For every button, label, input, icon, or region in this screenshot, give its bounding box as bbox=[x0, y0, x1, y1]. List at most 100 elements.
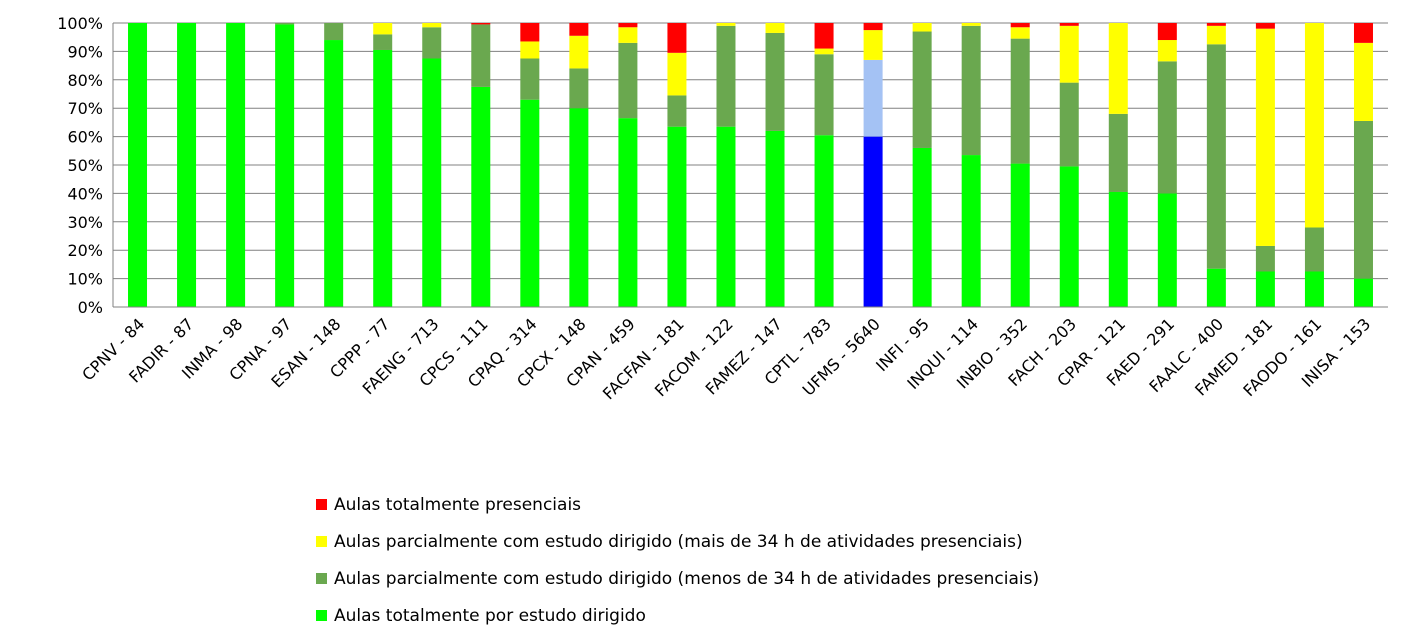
bar-segment-inbio-s0 bbox=[1010, 163, 1030, 307]
y-tick-label: 0% bbox=[78, 298, 103, 317]
bar-segment-infi-s2 bbox=[912, 23, 932, 32]
bar-segment-cpar-s2 bbox=[1108, 23, 1128, 114]
chart-legend: Aulas totalmente presenciais Aulas parci… bbox=[316, 486, 1039, 634]
bar-segment-faeng-s0 bbox=[422, 58, 442, 307]
legend-item-red: Aulas totalmente presenciais bbox=[316, 486, 1039, 523]
bar-segment-inisa-s3 bbox=[1353, 23, 1373, 43]
bar-segment-facfan-s0 bbox=[667, 126, 687, 307]
bar-segment-cpan-s1 bbox=[618, 42, 638, 119]
legend-swatch-yellow bbox=[316, 536, 327, 547]
bar-segment-facfan-s3 bbox=[667, 23, 687, 53]
bar-segment-cpcs-s1 bbox=[471, 24, 491, 87]
y-tick-label: 10% bbox=[67, 270, 103, 289]
legend-label: Aulas totalmente presenciais bbox=[334, 494, 582, 515]
bar-segment-fach-s0 bbox=[1059, 166, 1079, 307]
legend-swatch-red bbox=[316, 499, 327, 510]
bar-segment-inisa-s0 bbox=[1353, 278, 1373, 307]
bar-segment-esan-s1 bbox=[324, 23, 344, 41]
bar-segment-cpcs-s0 bbox=[471, 86, 491, 308]
bar-segment-fach-s2 bbox=[1059, 25, 1079, 83]
bar-segment-inbio-s1 bbox=[1010, 38, 1030, 164]
bar-segment-cpna-s1 bbox=[275, 23, 295, 25]
legend-swatch-green bbox=[316, 610, 327, 621]
bar-segment-facfan-s1 bbox=[667, 95, 687, 127]
bar-segment-faalc-s1 bbox=[1206, 44, 1226, 269]
bar-segment-inbio-s3 bbox=[1010, 23, 1030, 28]
bar-segment-ufms-s1 bbox=[863, 59, 883, 137]
bar-segment-inisa-s1 bbox=[1353, 120, 1373, 279]
bar-segment-faalc-s2 bbox=[1206, 25, 1226, 45]
bar-segment-fadir-s0 bbox=[177, 23, 197, 307]
bar-segment-fach-s3 bbox=[1059, 23, 1079, 26]
bar-segment-ufms-s0 bbox=[863, 136, 883, 307]
bar-segment-facfan-s2 bbox=[667, 52, 687, 96]
bar-segment-cpaq-s3 bbox=[520, 23, 540, 42]
bar-segment-cppp-s1 bbox=[373, 34, 393, 50]
y-tick-label: 100% bbox=[57, 14, 103, 33]
legend-item-yellow: Aulas parcialmente com estudo dirigido (… bbox=[316, 523, 1039, 560]
bar-segment-infi-s1 bbox=[912, 31, 932, 148]
y-tick-label: 30% bbox=[67, 213, 103, 232]
bar-segment-cpcs-s3 bbox=[471, 23, 491, 25]
bar-segment-cpcx-s0 bbox=[569, 108, 589, 307]
bar-segment-faodo-s0 bbox=[1304, 271, 1324, 307]
bar-segment-faalc-s3 bbox=[1206, 23, 1226, 26]
bar-segment-cpnv-s0 bbox=[128, 23, 148, 307]
bar-segment-fach-s1 bbox=[1059, 82, 1079, 167]
bar-segment-facom-s2 bbox=[716, 23, 736, 26]
bar-segment-faed-s0 bbox=[1157, 193, 1177, 307]
bar-segment-famed-s2 bbox=[1255, 28, 1275, 246]
bar-segment-ufms-s2 bbox=[863, 30, 883, 60]
legend-item-darkgreen: Aulas parcialmente com estudo dirigido (… bbox=[316, 560, 1039, 597]
bar-segment-cpaq-s0 bbox=[520, 99, 540, 308]
bar-segment-inqui-s1 bbox=[961, 25, 981, 156]
bar-segment-ufms-s3 bbox=[863, 23, 883, 31]
y-tick-label: 50% bbox=[67, 156, 103, 175]
bar-segment-inisa-s2 bbox=[1353, 42, 1373, 121]
bar-segment-infi-s0 bbox=[912, 147, 932, 307]
bar-segment-cptl-s0 bbox=[814, 135, 834, 307]
bar-segment-faodo-s2 bbox=[1304, 23, 1324, 228]
bar-segment-faed-s3 bbox=[1157, 23, 1177, 41]
y-tick-label: 70% bbox=[67, 99, 103, 118]
bar-segment-cpna-s0 bbox=[275, 24, 295, 307]
bar-segment-faeng-s2 bbox=[422, 23, 442, 28]
bar-segment-facom-s1 bbox=[716, 25, 736, 127]
y-tick-label: 20% bbox=[67, 241, 103, 260]
bar-segment-inma-s0 bbox=[226, 23, 246, 307]
bar-segment-cptl-s2 bbox=[814, 48, 834, 55]
legend-label: Aulas parcialmente com estudo dirigido (… bbox=[334, 568, 1040, 589]
bar-segment-inqui-s2 bbox=[961, 23, 981, 26]
bar-segment-famez-s2 bbox=[765, 23, 785, 33]
bar-segment-faodo-s1 bbox=[1304, 227, 1324, 272]
bar-segment-cpan-s2 bbox=[618, 27, 638, 43]
bar-segment-cpan-s3 bbox=[618, 23, 638, 28]
y-tick-label: 60% bbox=[67, 128, 103, 147]
legend-item-green: Aulas totalmente por estudo dirigido bbox=[316, 597, 1039, 634]
bar-segment-cpcx-s1 bbox=[569, 68, 589, 109]
bar-segment-faeng-s1 bbox=[422, 27, 442, 59]
bar-segment-famed-s3 bbox=[1255, 23, 1275, 29]
y-tick-label: 90% bbox=[67, 42, 103, 61]
bar-segment-cpar-s1 bbox=[1108, 113, 1128, 192]
bar-segment-cppp-s2 bbox=[373, 23, 393, 35]
bar-segment-cpcx-s3 bbox=[569, 23, 589, 36]
bar-segment-facom-s0 bbox=[716, 126, 736, 307]
bar-segment-faed-s1 bbox=[1157, 61, 1177, 194]
y-tick-label: 40% bbox=[67, 184, 103, 203]
bar-segment-cpar-s0 bbox=[1108, 191, 1128, 307]
bar-segment-cptl-s1 bbox=[814, 54, 834, 136]
bar-segment-famez-s1 bbox=[765, 32, 785, 131]
bar-segment-esan-s0 bbox=[324, 40, 344, 307]
bar-segment-famez-s0 bbox=[765, 130, 785, 307]
y-tick-label: 80% bbox=[67, 71, 103, 90]
bar-segment-famed-s1 bbox=[1255, 245, 1275, 272]
legend-label: Aulas totalmente por estudo dirigido bbox=[334, 605, 646, 626]
bar-segment-inbio-s2 bbox=[1010, 27, 1030, 39]
bar-segment-faed-s2 bbox=[1157, 40, 1177, 62]
bar-segment-cppp-s0 bbox=[373, 49, 393, 307]
legend-label: Aulas parcialmente com estudo dirigido (… bbox=[334, 531, 1023, 552]
bar-segment-faalc-s0 bbox=[1206, 268, 1226, 307]
bar-segment-inqui-s0 bbox=[961, 155, 981, 307]
